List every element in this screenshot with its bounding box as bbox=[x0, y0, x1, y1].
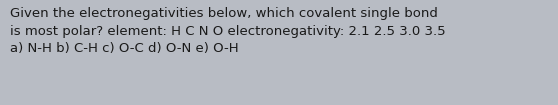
Text: Given the electronegativities below, which covalent single bond
is most polar? e: Given the electronegativities below, whi… bbox=[10, 7, 446, 55]
